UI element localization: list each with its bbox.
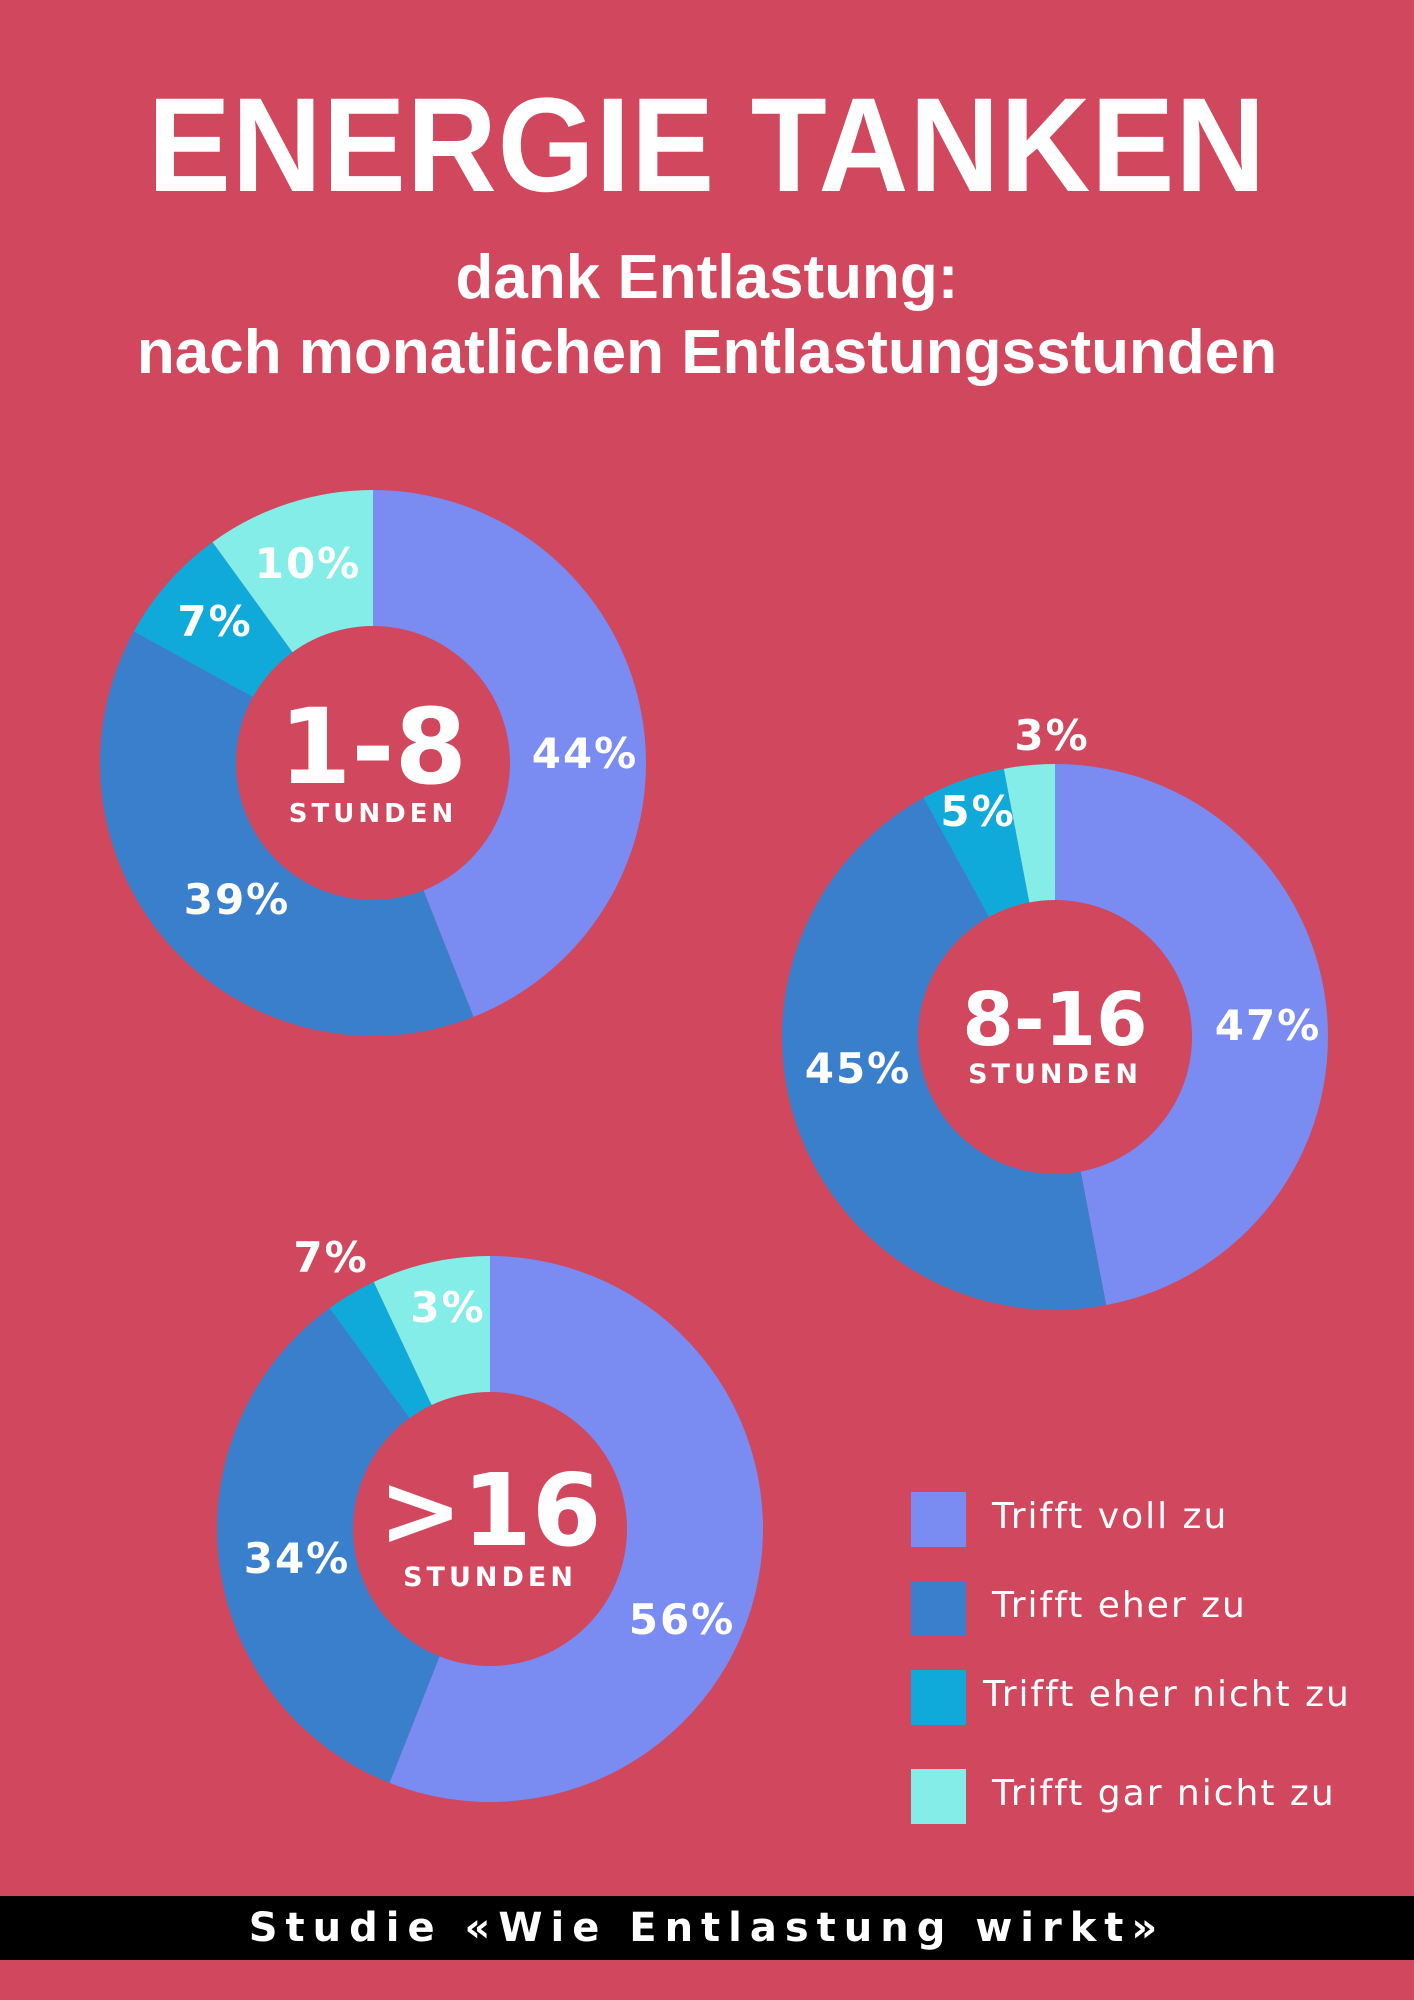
donut-center-sublabel: STUNDEN [968,1059,1142,1090]
donut-center-label: >16 [379,1452,602,1569]
data-label-trifft-eher-nicht-zu: 5% [940,787,1015,836]
legend-item-trifft-eher-zu: Trifft eher zu [911,1581,1371,1636]
legend-item-trifft-eher-nicht-zu: Trifft eher nicht zu [911,1670,1371,1725]
legend-label: Trifft gar nicht zu [992,1773,1336,1814]
legend-swatch-trifft-eher-zu [911,1581,966,1636]
donut-hole [918,900,1192,1174]
legend-label: Trifft eher zu [992,1585,1247,1626]
donut-center-sublabel: STUNDEN [403,1562,577,1593]
subtitle-line-2: nach monatlichen Entlastungsstunden [136,318,1278,387]
legend-item-trifft-voll-zu: Trifft voll zu [911,1492,1371,1547]
data-label-trifft-gar-nicht-zu: 3% [1014,711,1089,760]
legend-swatch-trifft-gar-nicht-zu [911,1769,966,1824]
legend-swatch-trifft-voll-zu [911,1492,966,1547]
page-subtitle: dank Entlastung: nach monatlichen Entlas… [0,240,1414,390]
donut-hole [236,626,510,900]
data-label-trifft-voll-zu: 47% [1215,1001,1322,1050]
subtitle-line-1: dank Entlastung: [455,243,959,312]
donut-slice-trifft-eher-zu [217,1308,491,1783]
footer-band: Studie «Wie Entlastung wirkt» [0,1896,1414,1960]
data-label-trifft-gar-nicht-zu: 7% [293,1233,368,1282]
legend-item-trifft-gar-nicht-zu: Trifft gar nicht zu [911,1769,1371,1824]
legend-label: Trifft eher nicht zu [983,1674,1351,1715]
donut-center-label: 8-16 [962,977,1147,1063]
donut-center-label: 1-8 [279,686,467,808]
footer-source: Studie «Wie Entlastung wirkt» [248,1905,1166,1951]
donut-center-sublabel: STUNDEN [289,799,457,829]
data-label-trifft-eher-zu: 39% [184,875,291,924]
page-title: ENERGIE TANKEN [147,71,1267,220]
data-label-trifft-eher-nicht-zu: 7% [177,597,252,646]
legend-swatch-trifft-eher-nicht-zu [911,1670,966,1725]
data-label-trifft-gar-nicht-zu: 10% [255,539,362,588]
data-label-trifft-eher-nicht-zu: 3% [410,1283,485,1332]
donut-hole [353,1392,627,1666]
legend-label: Trifft voll zu [992,1496,1229,1537]
data-label-trifft-voll-zu: 44% [532,729,639,778]
data-label-trifft-voll-zu: 56% [629,1595,736,1644]
data-label-trifft-eher-zu: 34% [244,1534,351,1583]
data-label-trifft-eher-zu: 45% [805,1044,912,1093]
